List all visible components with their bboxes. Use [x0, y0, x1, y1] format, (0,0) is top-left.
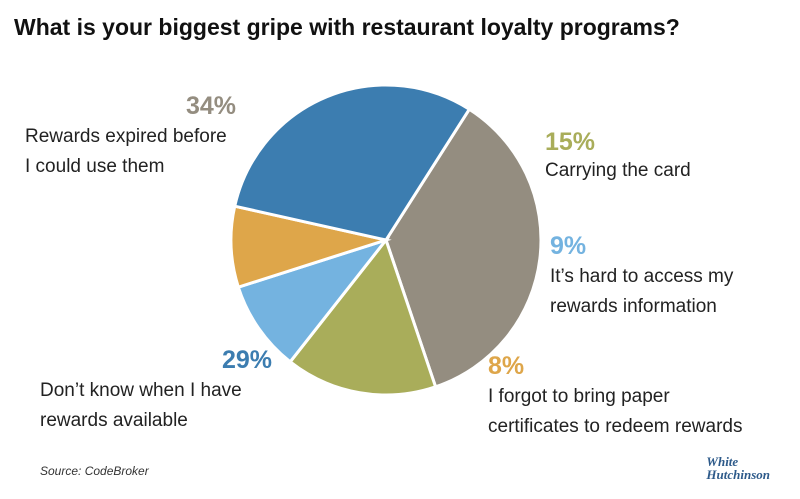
value-label: 15%: [545, 128, 596, 156]
pie-slice: [236, 237, 391, 364]
pie-slice: [288, 236, 438, 397]
source: Source: CodeBroker: [40, 464, 149, 478]
value-label: 9%: [550, 232, 587, 260]
logo: White Hutchinson: [706, 455, 770, 481]
value-label: 8%: [488, 352, 525, 380]
chart-title: What is your biggest gripe with restaura…: [14, 14, 680, 40]
value-label: 34%: [186, 92, 237, 120]
slice-label: Carrying the card: [545, 160, 691, 181]
slice-label: Rewards expired before I could use them: [25, 126, 227, 177]
logo-line: White: [706, 454, 739, 469]
slice-label: It’s hard to access my rewards informati…: [550, 266, 734, 317]
slice-label: Don’t know when I have rewards available: [40, 380, 242, 431]
pie-slice: [232, 83, 472, 242]
slice-label: I forgot to bring paper certificates to …: [488, 386, 743, 437]
pie-slice: [384, 107, 543, 389]
logo-line: Hutchinson: [706, 467, 770, 482]
value-label: 29%: [222, 346, 273, 374]
